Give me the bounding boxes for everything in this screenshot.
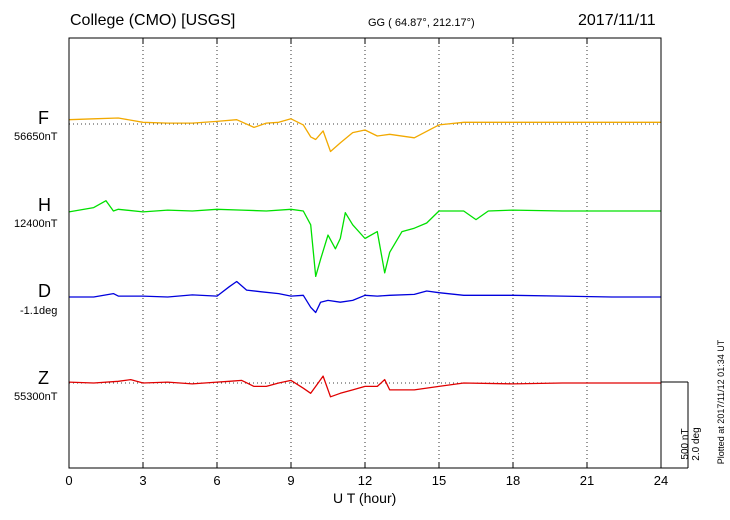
plot-date: 2017/11/11 [578, 12, 656, 29]
x-tick-label: 12 [358, 473, 372, 488]
baseline-label-z: 55300nT [14, 391, 58, 403]
trace-z [68, 375, 661, 398]
grid-lines [142, 38, 588, 468]
scale-bar: 500 nT 2.0 deg [661, 381, 702, 469]
station-coordinates: GG ( 64.87°, 212.17°) [368, 17, 475, 29]
x-tick-label: 21 [580, 473, 594, 488]
trace-h [68, 200, 661, 278]
series-label-z: Z [38, 368, 49, 388]
x-tick-label: 18 [506, 473, 520, 488]
data-traces [68, 117, 661, 398]
trace-f [68, 117, 661, 153]
x-ticks: 0 3 6 9 12 15 18 21 24 [65, 38, 668, 488]
x-tick-label: 9 [287, 473, 294, 488]
scale-label-deg: 2.0 deg [691, 427, 702, 460]
trace-d [69, 280, 661, 314]
baseline-label-f: 56650nT [14, 131, 58, 143]
series-label-h: H [38, 195, 51, 215]
x-tick-label: 15 [432, 473, 446, 488]
baselines [69, 123, 661, 384]
x-tick-label: 0 [65, 473, 72, 488]
x-tick-label: 3 [139, 473, 146, 488]
plotted-timestamp: Plotted at 2017/11/12 01:34 UT [716, 339, 726, 464]
baseline-label-h: 12400nT [14, 218, 58, 230]
x-tick-label: 24 [654, 473, 668, 488]
series-label-d: D [38, 281, 51, 301]
x-tick-label: 6 [213, 473, 220, 488]
baseline-label-d: -1.1deg [20, 305, 58, 317]
scale-label-nt: 500 nT [680, 428, 691, 459]
station-title: College (CMO) [USGS] [70, 12, 236, 29]
x-axis-label: U T (hour) [333, 490, 397, 506]
series-label-f: F [38, 108, 49, 128]
